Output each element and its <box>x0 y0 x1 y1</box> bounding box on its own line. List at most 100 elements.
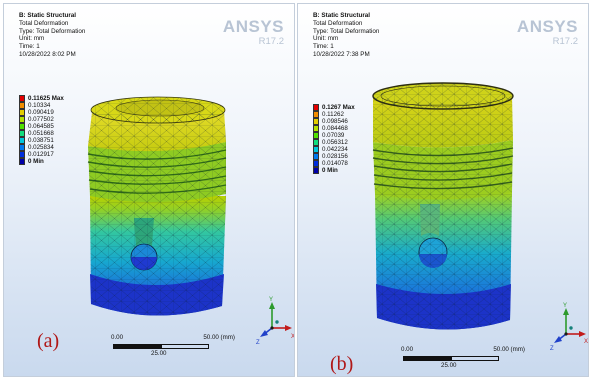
legend-swatch <box>313 153 319 160</box>
legend-row: 0.025834 <box>19 144 64 151</box>
legend-value: 0.077502 <box>28 116 54 123</box>
legend-row: 0.07039 <box>313 132 355 139</box>
piston-model-a[interactable]: Y X Z <box>4 4 295 377</box>
legend-swatch <box>19 102 25 109</box>
legend-row: 0.10334 <box>19 102 64 109</box>
legend-max-label: 0.1267 Max <box>322 104 355 111</box>
viewport-panel-b[interactable]: B: Static Structural Total Deformation T… <box>297 3 589 377</box>
result-name: Total Deformation <box>19 19 69 27</box>
triad-z-label: Z <box>550 346 554 352</box>
coordinate-triad[interactable]: Y X Z <box>550 303 588 352</box>
result-unit: Unit: mm <box>19 35 45 43</box>
brand-version: R17.2 <box>552 36 578 47</box>
legend-value: 0.11262 <box>322 111 344 118</box>
legend-swatch <box>313 160 319 167</box>
legend-value: 0.056312 <box>322 139 348 146</box>
legend-value: 0.084468 <box>322 125 348 132</box>
result-unit: Unit: mm <box>313 35 339 43</box>
triad-y-label: Y <box>563 303 567 309</box>
legend-value: 0.064585 <box>28 123 54 130</box>
scale-bar-graphic <box>113 344 209 349</box>
legend-value: 0.042234 <box>322 146 348 153</box>
legend-swatch <box>19 151 25 158</box>
legend-swatch <box>19 95 25 102</box>
legend-swatch <box>19 137 25 144</box>
legend-row: 0.064585 <box>19 123 64 130</box>
legend-row: 0.11262 <box>313 111 355 118</box>
result-type: Type: Total Deformation <box>19 27 86 35</box>
result-time: Time: 1 <box>313 43 334 51</box>
scale-left-label: 0.00 <box>111 334 124 341</box>
legend-swatch <box>19 130 25 137</box>
legend-row: 0.028156 <box>313 153 355 160</box>
legend-swatch <box>313 118 319 125</box>
scale-bar-graphic <box>403 356 499 361</box>
brand-version: R17.2 <box>258 36 284 47</box>
scale-right-label: 50.00 (mm) <box>493 346 525 353</box>
legend-row: 0.077502 <box>19 116 64 123</box>
brand-name: ANSYS <box>516 17 578 36</box>
legend-swatch <box>19 144 25 151</box>
scale-right-label: 50.00 (mm) <box>203 334 235 341</box>
contour-legend[interactable]: 0.11625 Max 0.10334 0.090419 0.077502 0.… <box>19 95 64 165</box>
triad-x-label: X <box>584 339 588 345</box>
legend-row: 0.1267 Max <box>313 104 355 111</box>
triad-x-label: X <box>291 334 295 340</box>
legend-row: 0.11625 Max <box>19 95 64 102</box>
legend-swatch <box>19 123 25 130</box>
legend-value: 0.051668 <box>28 130 54 137</box>
subfigure-label: (a) <box>37 330 60 352</box>
legend-row: 0.038751 <box>19 137 64 144</box>
brand-name: ANSYS <box>222 17 284 36</box>
legend-value: 0.10334 <box>28 102 51 109</box>
ansys-logo: ANSYS R17.2 <box>516 17 578 48</box>
legend-row: 0 Min <box>19 158 64 165</box>
legend-value: 0.028156 <box>322 153 348 160</box>
scale-left-label: 0.00 <box>401 346 414 353</box>
legend-max-label: 0.11625 Max <box>28 95 64 102</box>
legend-row: 0 Min <box>313 167 355 174</box>
legend-row: 0.084468 <box>313 125 355 132</box>
legend-value: 0.090419 <box>28 109 54 116</box>
legend-swatch <box>313 125 319 132</box>
result-type: Type: Total Deformation <box>313 27 380 35</box>
legend-value: 0.025834 <box>28 144 54 151</box>
crown-mesh-overlay <box>91 97 225 123</box>
mesh-overlay <box>88 110 226 316</box>
legend-value: 0.038751 <box>28 137 54 144</box>
ansys-logo: ANSYS R17.2 <box>222 17 284 48</box>
legend-row: 0.012917 <box>19 151 64 158</box>
legend-min-label: 0 Min <box>322 167 338 174</box>
legend-swatch <box>313 167 319 174</box>
legend-swatch <box>313 111 319 118</box>
result-time: Time: 1 <box>19 43 40 51</box>
coordinate-triad[interactable]: Y X Z <box>256 297 295 346</box>
legend-row: 0.090419 <box>19 109 64 116</box>
legend-row: 0.042234 <box>313 146 355 153</box>
legend-swatch <box>19 109 25 116</box>
piston-model-b[interactable]: Y X Z <box>298 4 589 377</box>
legend-min-label: 0 Min <box>28 158 44 165</box>
legend-value: 0.014078 <box>322 160 348 167</box>
legend-row: 0.014078 <box>313 160 355 167</box>
legend-swatch <box>19 158 25 165</box>
viewport-panel-a[interactable]: B: Static Structural Total Deformation T… <box>3 3 295 377</box>
mesh-overlay <box>373 96 513 330</box>
legend-value: 0.098546 <box>322 118 348 125</box>
legend-swatch <box>313 132 319 139</box>
legend-swatch <box>19 116 25 123</box>
result-info: B: Static Structural Total Deformation T… <box>19 12 85 59</box>
legend-value: 0.012917 <box>28 151 54 158</box>
triad-y-label: Y <box>269 297 273 303</box>
result-info: B: Static Structural Total Deformation T… <box>313 12 379 59</box>
legend-swatch <box>313 139 319 146</box>
result-name: Total Deformation <box>313 19 363 27</box>
contour-legend[interactable]: 0.1267 Max 0.11262 0.098546 0.084468 0.0… <box>313 104 355 174</box>
triad-z-label: Z <box>256 340 260 346</box>
legend-row: 0.056312 <box>313 139 355 146</box>
legend-value: 0.07039 <box>322 132 345 139</box>
analysis-title: B: Static Structural <box>313 12 371 19</box>
legend-swatch <box>313 104 319 111</box>
analysis-title: B: Static Structural <box>19 12 77 19</box>
legend-row: 0.051668 <box>19 130 64 137</box>
